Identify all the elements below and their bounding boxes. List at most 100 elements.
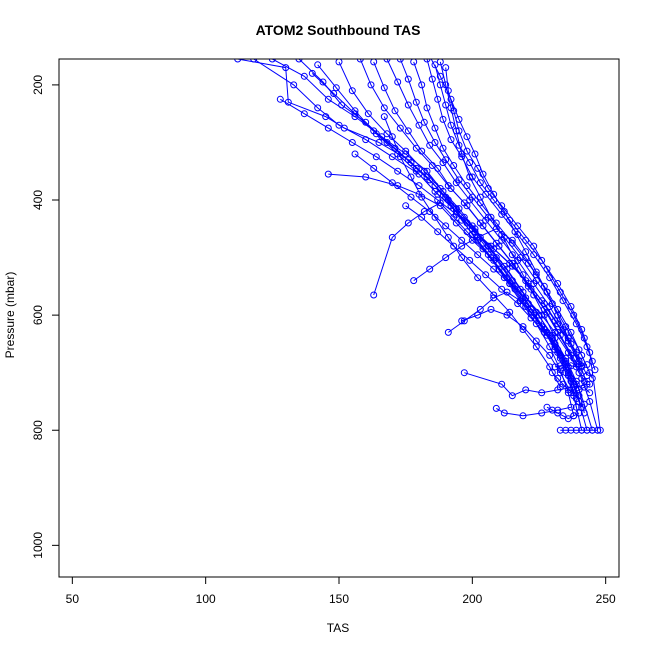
data-point xyxy=(450,205,458,213)
data-point xyxy=(495,242,503,250)
data-point xyxy=(394,182,402,190)
data-point xyxy=(463,228,471,236)
data-point xyxy=(572,403,580,411)
data-point xyxy=(463,182,471,190)
data-point xyxy=(372,153,380,161)
data-point xyxy=(407,173,415,181)
data-point xyxy=(532,343,540,351)
data-point xyxy=(466,159,474,167)
data-point xyxy=(426,265,434,273)
data-point xyxy=(538,256,546,264)
data-point xyxy=(362,173,370,181)
data-point xyxy=(423,59,431,63)
data-point xyxy=(436,59,444,66)
data-point xyxy=(551,317,559,325)
series-line xyxy=(496,406,572,417)
data-point xyxy=(314,104,322,112)
series-31 xyxy=(551,361,591,371)
data-point xyxy=(463,147,471,155)
series-23 xyxy=(351,150,583,377)
data-point xyxy=(476,305,484,313)
data-point xyxy=(418,213,426,221)
data-point xyxy=(410,277,418,285)
data-point xyxy=(492,404,500,412)
data-point xyxy=(276,95,284,103)
data-point xyxy=(508,236,516,244)
data-point xyxy=(554,280,562,287)
data-point xyxy=(434,228,442,236)
data-point xyxy=(522,248,530,256)
data-point xyxy=(444,233,452,241)
data-point xyxy=(314,61,322,69)
data-point xyxy=(319,78,327,86)
data-point xyxy=(538,297,546,305)
chart-title: ATOM2 Southbound TAS xyxy=(256,22,421,38)
data-point xyxy=(522,277,530,285)
data-point xyxy=(567,328,575,336)
data-point xyxy=(436,81,444,89)
data-point xyxy=(308,69,316,77)
data-point xyxy=(295,59,303,63)
data-point xyxy=(578,351,586,359)
data-point xyxy=(442,81,450,89)
data-point xyxy=(396,124,404,132)
data-point xyxy=(519,271,527,279)
y-tick-label: 800 xyxy=(31,420,45,440)
data-point xyxy=(471,150,479,158)
data-point xyxy=(418,81,426,89)
data-point xyxy=(364,110,372,118)
data-point xyxy=(388,133,396,141)
data-point xyxy=(586,398,594,405)
data-point xyxy=(372,130,380,138)
data-point xyxy=(498,380,506,388)
data-point xyxy=(396,59,404,63)
data-point xyxy=(570,389,578,397)
data-point xyxy=(474,274,482,282)
series-29 xyxy=(556,426,602,434)
data-point xyxy=(482,271,490,279)
data-point xyxy=(402,147,410,155)
data-point xyxy=(519,412,527,420)
data-point xyxy=(404,127,412,135)
data-point xyxy=(380,84,388,92)
data-point xyxy=(447,104,455,112)
data-point xyxy=(588,357,596,365)
data-point xyxy=(335,59,343,66)
data-point xyxy=(431,61,439,69)
data-point xyxy=(500,409,508,417)
data-point xyxy=(490,265,498,273)
x-tick-label: 200 xyxy=(462,592,482,606)
data-point xyxy=(570,412,578,420)
data-point xyxy=(575,369,583,377)
data-point xyxy=(490,291,498,299)
data-point xyxy=(484,185,492,192)
data-point xyxy=(362,118,370,126)
data-point xyxy=(476,179,484,187)
data-point xyxy=(586,349,594,356)
data-point xyxy=(458,150,466,158)
data-point xyxy=(383,59,391,63)
data-point xyxy=(490,190,498,198)
data-point xyxy=(506,308,514,316)
data-point xyxy=(380,104,388,112)
data-point xyxy=(460,369,468,377)
data-point xyxy=(503,288,511,296)
data-point xyxy=(476,193,484,201)
data-point xyxy=(404,219,412,227)
data-point xyxy=(556,369,564,377)
data-point xyxy=(578,426,586,434)
x-tick-label: 250 xyxy=(596,592,616,606)
data-point xyxy=(367,81,375,89)
data-point xyxy=(572,426,580,434)
data-point xyxy=(420,167,428,175)
data-point xyxy=(391,107,399,115)
data-point xyxy=(463,202,471,210)
data-point xyxy=(426,141,434,149)
data-point xyxy=(538,409,546,417)
data-point xyxy=(410,59,418,66)
series-line xyxy=(354,153,580,373)
data-point xyxy=(418,147,426,155)
data-point xyxy=(332,84,340,92)
data-point xyxy=(442,222,450,230)
data-point xyxy=(375,139,383,146)
